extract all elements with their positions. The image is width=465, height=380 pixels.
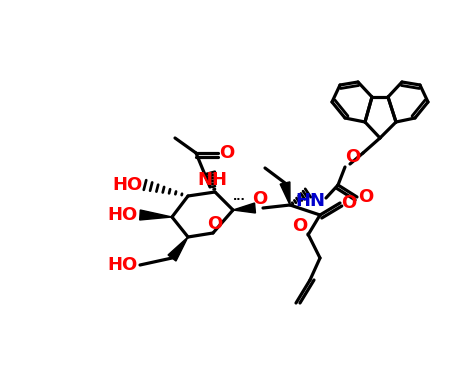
- Text: O: O: [341, 194, 357, 212]
- Text: O: O: [219, 144, 235, 162]
- Text: O: O: [359, 188, 373, 206]
- Text: O: O: [207, 215, 223, 233]
- Text: O: O: [252, 190, 268, 208]
- Polygon shape: [233, 203, 255, 213]
- Polygon shape: [140, 210, 172, 220]
- Polygon shape: [168, 237, 188, 261]
- Text: HO: HO: [107, 206, 137, 224]
- Text: O: O: [292, 217, 308, 235]
- Text: HN: HN: [295, 192, 325, 210]
- Text: ···: ···: [232, 195, 246, 205]
- Polygon shape: [280, 182, 290, 205]
- Text: HO: HO: [112, 176, 142, 194]
- Text: O: O: [345, 148, 361, 166]
- Text: HO: HO: [107, 256, 137, 274]
- Text: NH: NH: [197, 171, 227, 189]
